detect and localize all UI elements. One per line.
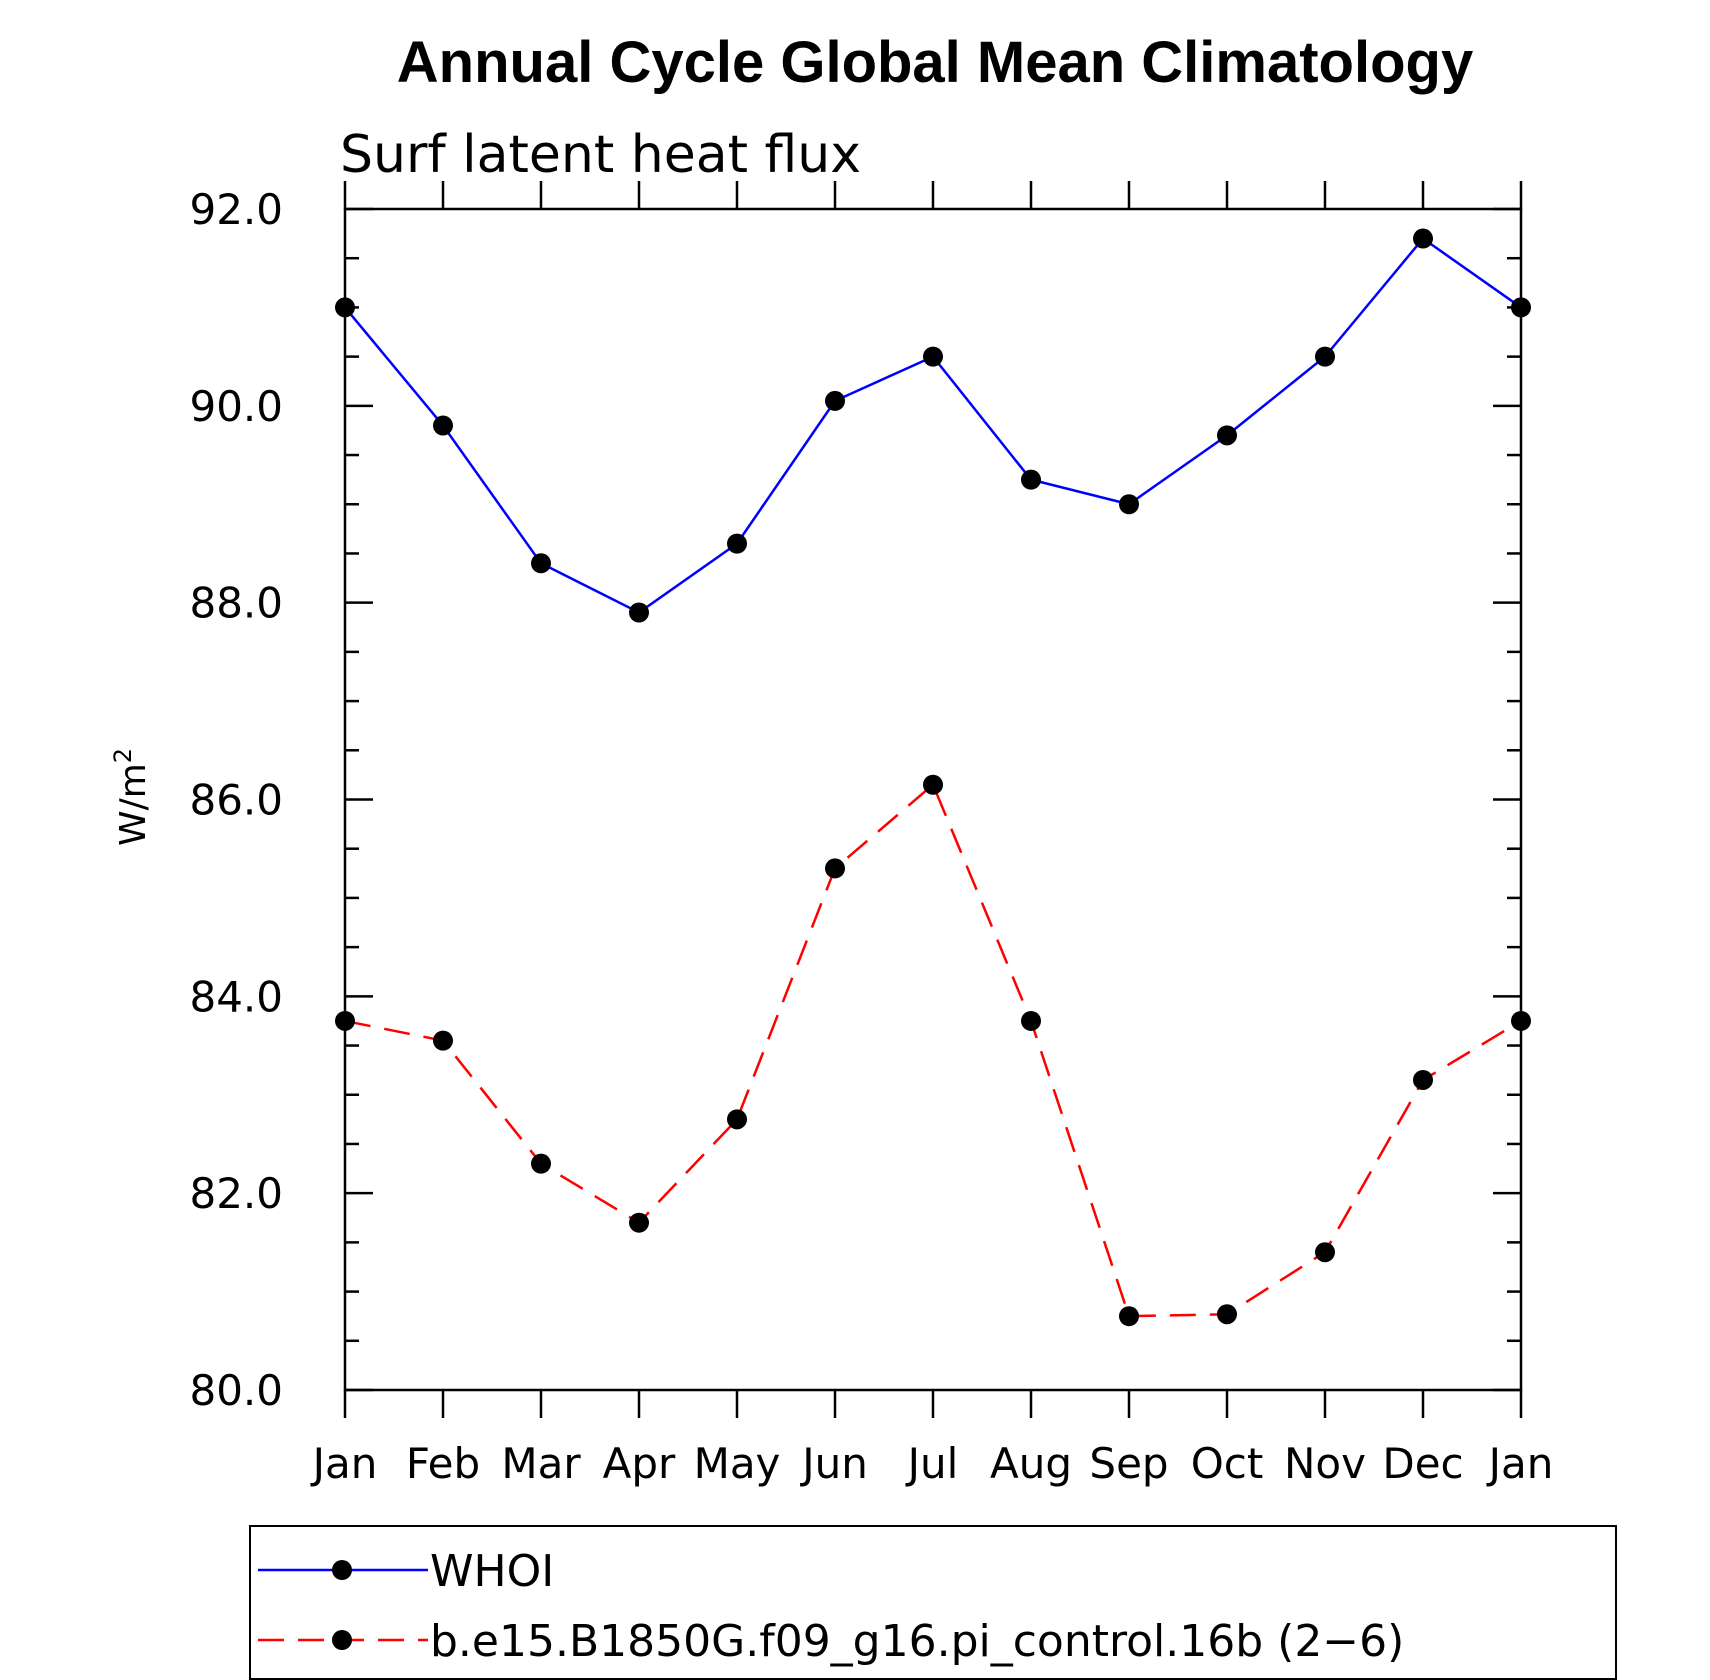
series-0-point [1413,228,1433,249]
series-0-point [727,533,747,554]
y-tick-label: 90.0 [189,382,283,431]
legend: WHOI b.e15.B1850G.f09_g16.pi_control.16b… [249,1525,1617,1680]
legend-marker-whoi [332,1560,352,1580]
x-axis-ticks: Jan Feb Mar Apr May Jun Jul Aug Sep Oct Nov Dec Jan [310,181,1554,1488]
y-tick-label: 80.0 [189,1366,283,1415]
legend-box [249,1525,1617,1680]
series-1-point [531,1153,551,1174]
y-tick-label: 88.0 [189,579,283,628]
x-tick-label: Jan [1486,1439,1554,1488]
y-axis-label-exponent: 2 [109,748,137,763]
x-tick-label: Aug [990,1439,1072,1488]
series-1-point [1119,1306,1139,1327]
x-tick-label: Feb [406,1439,480,1488]
series-0-point [1315,346,1335,367]
series-1-point [825,858,845,879]
x-tick-label: May [694,1439,781,1488]
x-tick-label: Jul [905,1439,959,1488]
legend-marker-model [332,1630,352,1650]
y-tick-label: 92.0 [189,185,283,234]
series-0-point [433,415,453,436]
series-1-point [1021,1010,1041,1031]
y-axis-label-main: W/m [113,763,154,846]
chart-title: Annual Cycle Global Mean Climatology [397,30,1473,95]
x-tick-label: Jan [310,1439,378,1488]
series-line-1 [344,782,1522,1318]
series-1-point [433,1030,453,1051]
series-1-point [923,774,943,795]
series-layer [335,228,1531,1327]
series-0-point [629,602,649,623]
series-0-point [335,297,355,318]
x-tick-label: Mar [501,1439,581,1488]
series-1-point [1511,1010,1531,1031]
series-0-point [531,553,551,574]
series-0-point [1511,297,1531,318]
plot-frame [343,207,1523,1392]
series-1-point [1413,1069,1433,1090]
x-tick-label: Sep [1089,1439,1168,1488]
series-0-point [1119,494,1139,515]
x-tick-label: Oct [1191,1439,1264,1488]
x-tick-label: Apr [603,1439,676,1488]
series-1-point [335,1010,355,1031]
series-1-point [727,1109,747,1130]
x-tick-label: Dec [1382,1439,1463,1488]
series-0-point [1021,469,1041,490]
series-0-point [825,390,845,411]
y-tick-label: 82.0 [189,1169,283,1218]
series-1-point [1217,1304,1237,1325]
y-tick-label: 84.0 [189,972,283,1021]
legend-label-whoi: WHOI [430,1546,554,1597]
legend-label-model: b.e15.B1850G.f09_g16.pi_control.16b (2−6… [430,1616,1404,1667]
series-line-0 [344,236,1522,614]
x-tick-label: Nov [1284,1439,1366,1488]
y-axis-ticks: 80.0 82.0 84.0 86.0 88.0 90.0 92.0 [189,185,1521,1415]
y-axis-label: W/m2 [109,748,154,846]
series-1-point [1315,1242,1335,1263]
chart-subtitle: Surf latent heat flux [340,125,861,185]
series-0-point [923,346,943,367]
y-tick-label: 86.0 [189,776,283,825]
series-0-point [1217,425,1237,446]
series-1-point [629,1212,649,1233]
x-tick-label: Jun [799,1439,868,1488]
